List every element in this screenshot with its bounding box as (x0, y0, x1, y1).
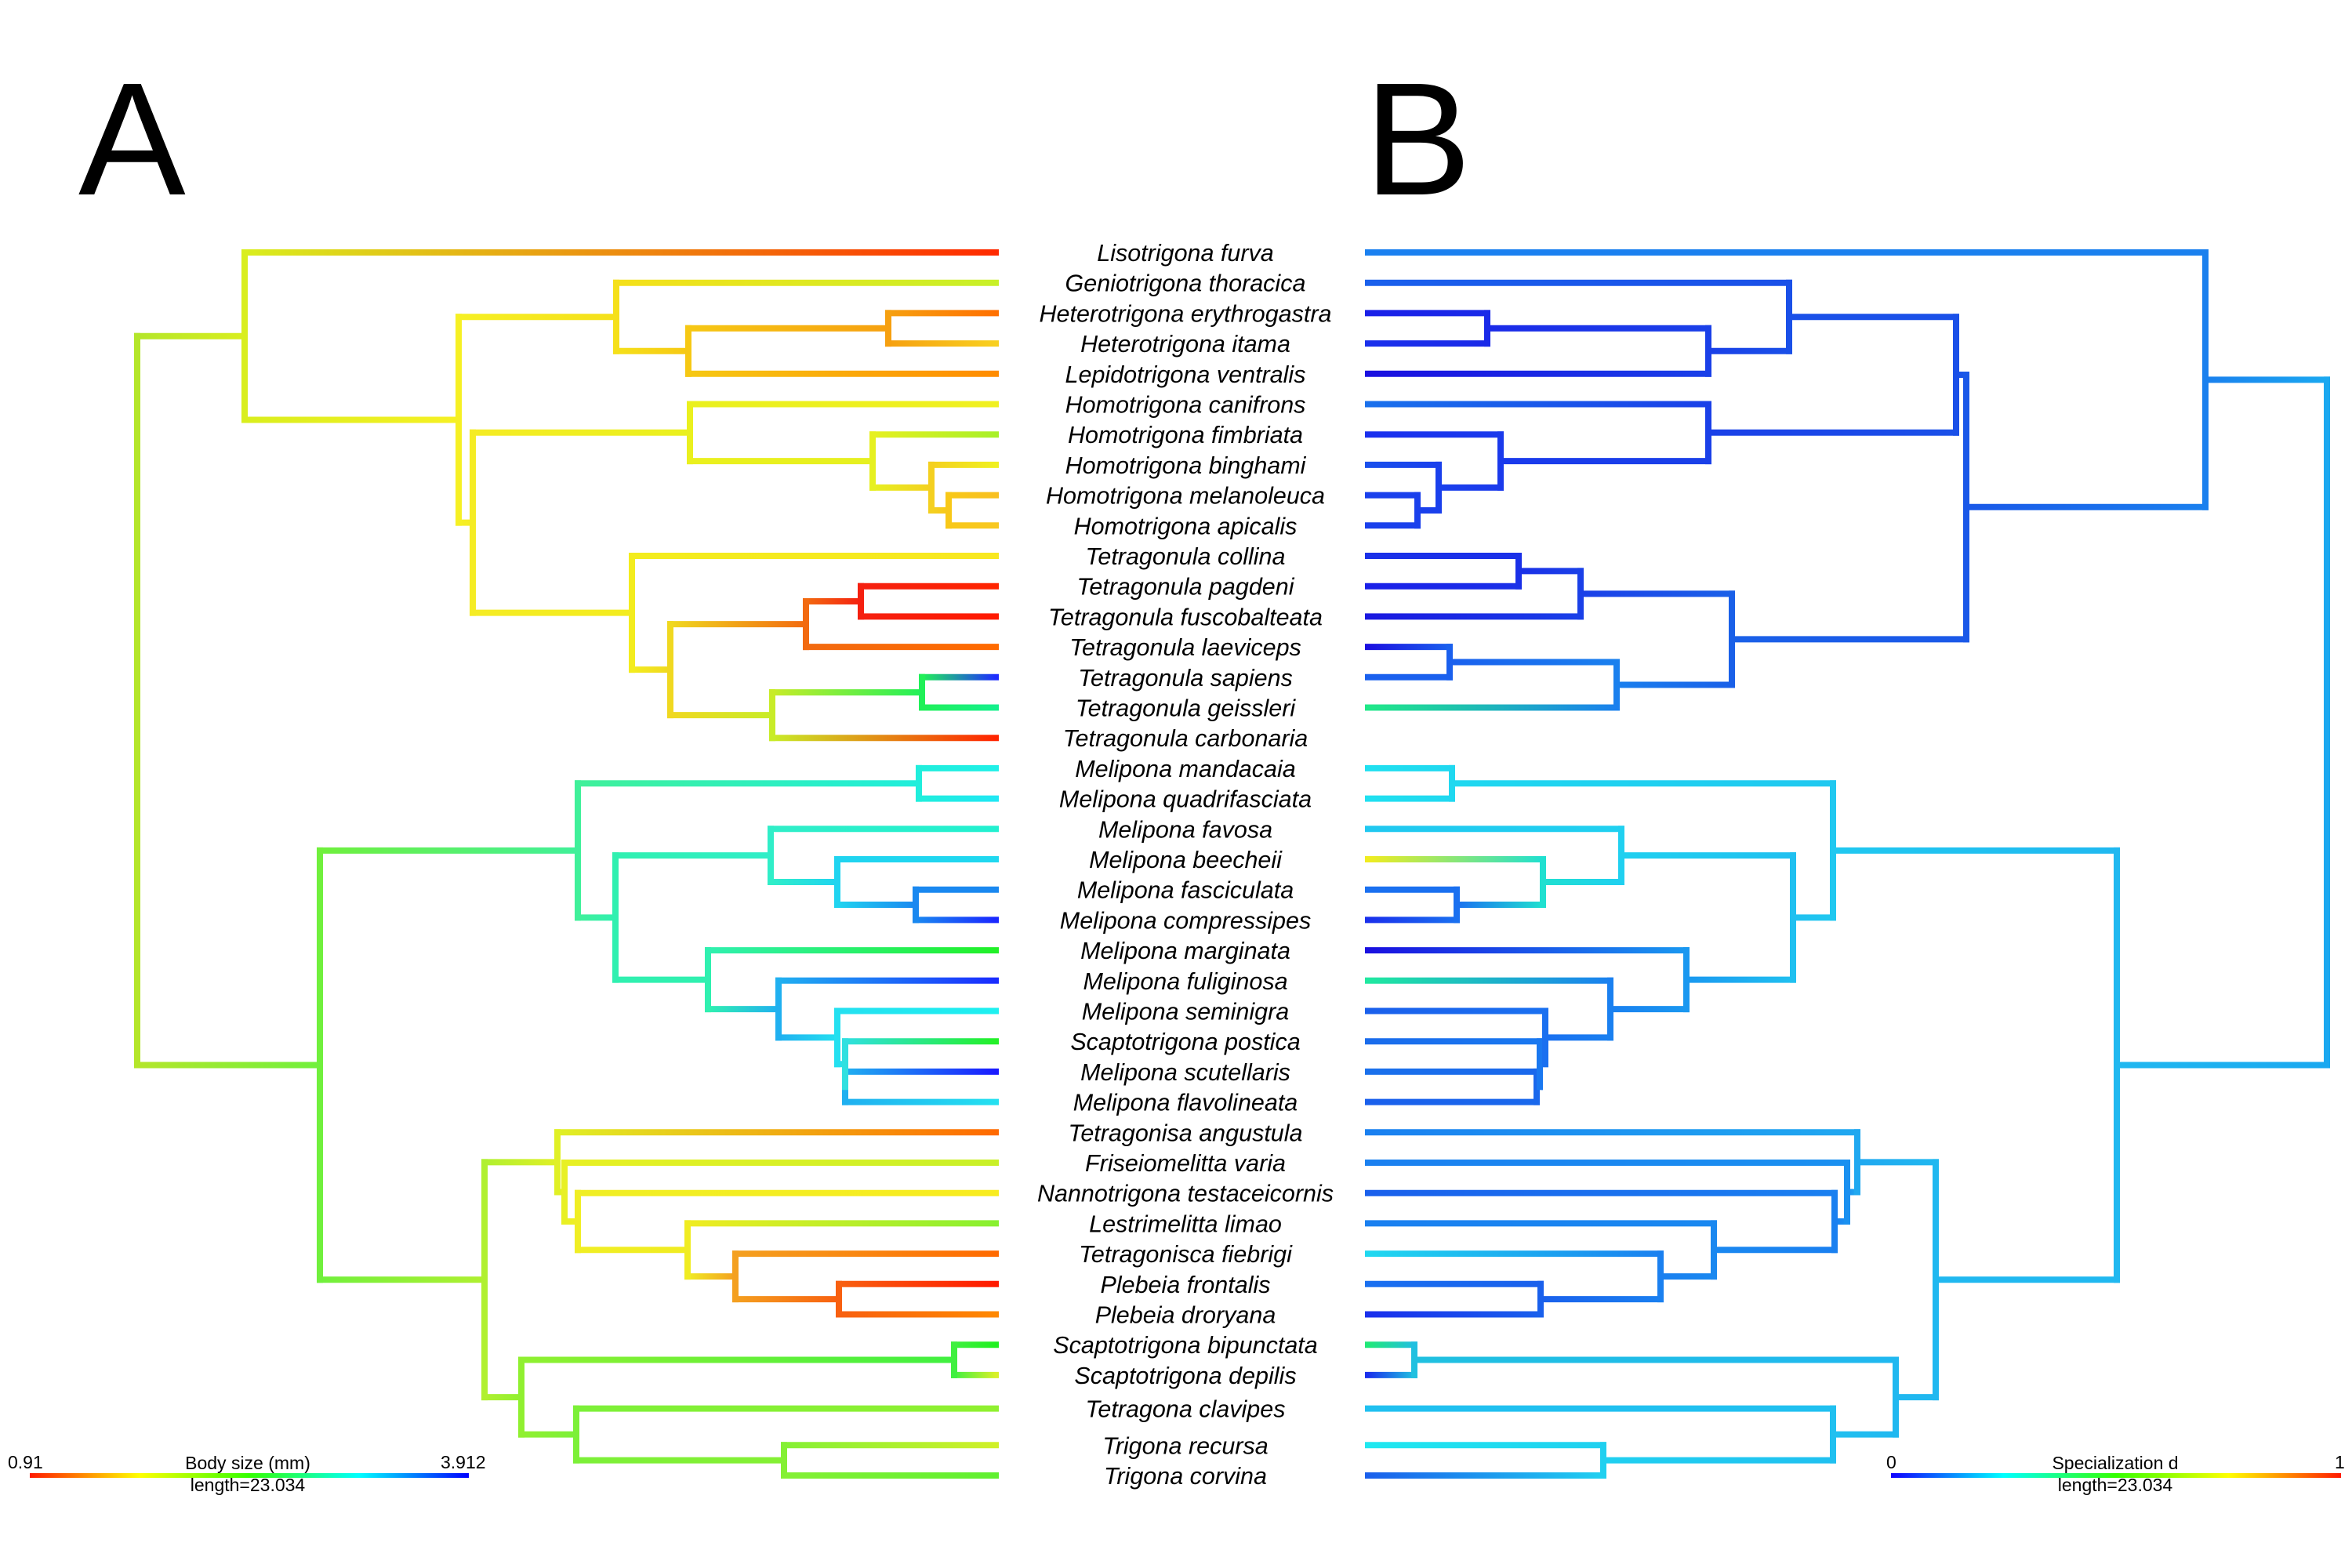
tip-label: Melipona fasciculata (1077, 877, 1294, 904)
legend-a-title: Body size (mm) (185, 1453, 310, 1473)
legend-a-length: length=23.034 (191, 1475, 306, 1495)
tip-label: Melipona mandacaia (1075, 756, 1295, 782)
tip-label: Melipona seminigra (1082, 999, 1289, 1025)
tip-label: Heterotrigona itama (1080, 331, 1290, 358)
tip-label: Homotrigona apicalis (1074, 513, 1298, 539)
tip-label: Tetragona clavipes (1086, 1396, 1286, 1423)
tip-label: Lepidotrigona ventralis (1065, 361, 1306, 388)
tip-label: Tetragonula laeviceps (1069, 634, 1301, 661)
tip-label: Tetragonula sapiens (1078, 665, 1293, 691)
tip-label: Lisotrigona furva (1097, 240, 1274, 267)
panel-label-a: A (78, 49, 186, 229)
tip-label: Plebeia frontalis (1100, 1272, 1270, 1298)
legend-b-length: length=23.034 (2058, 1475, 2173, 1495)
tip-label: Trigona recursa (1102, 1432, 1268, 1459)
tip-label: Plebeia droryana (1095, 1302, 1276, 1329)
tip-label: Lestrimelitta limao (1089, 1210, 1282, 1237)
tip-labels: Lisotrigona furva Geniotrigona thoracica H… (1037, 240, 1334, 1490)
tip-label: Tetragonula collina (1086, 543, 1286, 570)
tip-label: Melipona scutellaris (1080, 1059, 1290, 1086)
tip-label: Tetragonisca fiebrigi (1079, 1241, 1293, 1268)
tip-label: Melipona compressipes (1060, 907, 1311, 934)
tip-label: Geniotrigona thoracica (1065, 270, 1306, 297)
tip-label: Heterotrigona erythrogastra (1040, 300, 1332, 327)
tip-label: Tetragonula fuscobalteata (1048, 604, 1323, 630)
tip-label: Tetragonula carbonaria (1063, 725, 1308, 752)
tree-b-specialization (1365, 249, 2330, 1479)
tip-label: Homotrigona canifrons (1065, 392, 1306, 419)
panel-label-b: B (1364, 49, 1472, 229)
legend-b-min: 0 (1886, 1452, 1896, 1472)
legend-b-max: 1 (2335, 1452, 2345, 1472)
tip-label: Scaptotrigona postica (1070, 1029, 1300, 1055)
legend-b: 0 Specialization d 1 length=23.034 (1886, 1452, 2345, 1495)
legend-a-min: 0.91 (8, 1452, 43, 1472)
tip-label: Homotrigona binghami (1065, 452, 1307, 479)
tip-label: Tetragonula geissleri (1076, 695, 1297, 722)
tip-label: Homotrigona fimbriata (1068, 422, 1303, 448)
legend-a-color-bar (30, 1473, 469, 1478)
tip-label: Tetragonula pagdeni (1076, 574, 1294, 601)
tip-label: Melipona fuliginosa (1083, 968, 1287, 995)
tip-label: Trigona corvina (1104, 1463, 1267, 1490)
legend-b-color-bar (1891, 1473, 2341, 1478)
legend-a-max: 3.912 (441, 1452, 486, 1472)
legend-a: 0.91 Body size (mm) 3.912 length=23.034 (8, 1452, 486, 1495)
tip-label: Homotrigona melanoleuca (1046, 483, 1325, 510)
tip-label: Tetragonisa angustula (1068, 1120, 1302, 1146)
tip-label: Scaptotrigona depilis (1074, 1363, 1296, 1389)
tip-label: Melipona quadrifasciata (1059, 786, 1312, 813)
tip-label: Scaptotrigona bipunctata (1053, 1332, 1317, 1359)
tip-label: Melipona flavolineata (1073, 1090, 1298, 1116)
tip-label: Nannotrigona testaceicornis (1037, 1181, 1334, 1207)
tip-label: Melipona favosa (1098, 816, 1272, 843)
legend-b-title: Specialization d (2052, 1453, 2178, 1473)
tip-label: Melipona beecheii (1089, 847, 1283, 873)
tip-label: Friseiomelitta varia (1085, 1150, 1286, 1177)
tip-label: Melipona marginata (1080, 938, 1290, 964)
tree-a-body-size (134, 249, 999, 1479)
